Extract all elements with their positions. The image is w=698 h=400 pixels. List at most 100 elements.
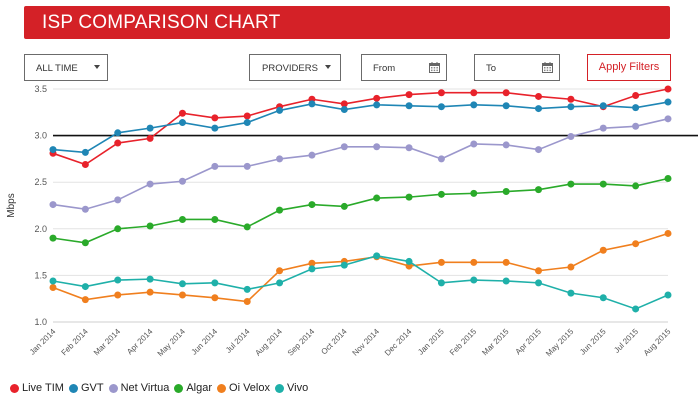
data-point	[308, 100, 316, 108]
data-point	[373, 194, 381, 202]
data-point	[81, 148, 89, 156]
legend-dot-icon	[274, 383, 284, 393]
legend-dot-icon	[68, 383, 78, 393]
data-point	[437, 155, 445, 163]
x-tick-label: Apr 2014	[125, 327, 155, 357]
data-point	[340, 202, 348, 210]
data-point	[502, 277, 510, 285]
data-point	[535, 146, 543, 154]
y-tick-label: 2.0	[34, 224, 47, 234]
y-tick-label: 2.5	[34, 177, 47, 187]
data-point	[81, 239, 89, 247]
apply-filters-button[interactable]: Apply Filters	[587, 54, 671, 81]
data-point	[405, 144, 413, 152]
data-point	[211, 162, 219, 170]
legend-item[interactable]: Live TIM	[10, 382, 64, 394]
data-point	[146, 275, 154, 283]
data-point	[664, 174, 672, 182]
legend-label: GVT	[80, 382, 104, 394]
data-point	[178, 177, 186, 185]
data-point	[243, 285, 251, 293]
data-point	[146, 124, 154, 132]
data-point	[340, 100, 348, 108]
data-point	[178, 280, 186, 288]
data-point	[437, 190, 445, 198]
data-point	[114, 225, 122, 233]
data-point	[599, 102, 607, 110]
data-point	[211, 124, 219, 132]
x-tick-label: Jul 2015	[612, 327, 640, 355]
legend-label: Algar	[186, 382, 213, 394]
x-tick-label: May 2014	[156, 327, 188, 359]
data-point	[502, 188, 510, 196]
data-point	[49, 277, 57, 285]
data-point	[470, 258, 478, 266]
data-point	[243, 297, 251, 305]
data-point	[470, 189, 478, 197]
series-line	[52, 88, 669, 166]
x-tick-label: Feb 2015	[448, 327, 479, 358]
to-date-field[interactable]: To	[474, 54, 560, 81]
data-point	[599, 246, 607, 254]
data-point	[535, 92, 543, 100]
y-axis-label: Mbps	[6, 193, 17, 217]
data-point	[114, 129, 122, 137]
data-point	[49, 234, 57, 242]
chevron-down-icon	[325, 65, 331, 69]
data-point	[437, 103, 445, 111]
data-point	[470, 89, 478, 97]
data-point	[373, 143, 381, 151]
x-tick-label: Apr 2015	[514, 327, 544, 357]
data-point	[211, 215, 219, 223]
data-point	[664, 98, 672, 106]
data-point	[599, 124, 607, 132]
data-point	[146, 180, 154, 188]
from-date-field[interactable]: From	[361, 54, 447, 81]
x-tick-label: Feb 2014	[60, 327, 91, 358]
data-point	[243, 223, 251, 231]
x-tick-label: Aug 2014	[253, 327, 284, 358]
legend-dot-icon	[174, 383, 184, 393]
data-point	[308, 265, 316, 273]
data-point	[405, 102, 413, 110]
data-point	[49, 146, 57, 154]
data-point	[81, 296, 89, 304]
data-point	[502, 141, 510, 149]
legend-item[interactable]: Algar	[174, 382, 212, 394]
data-point	[502, 102, 510, 110]
data-point	[632, 240, 640, 248]
providers-dropdown[interactable]: PROVIDERS	[249, 54, 341, 81]
data-point	[146, 134, 154, 142]
x-tick-label: Jan 2014	[28, 327, 58, 357]
data-point	[81, 205, 89, 213]
legend-item[interactable]: Net Virtua	[108, 382, 169, 394]
data-point	[535, 279, 543, 287]
calendar-icon[interactable]	[429, 62, 440, 73]
data-point	[178, 215, 186, 223]
data-point	[340, 106, 348, 114]
x-tick-label: Sep 2014	[286, 327, 317, 358]
data-point	[664, 85, 672, 93]
data-point	[49, 201, 57, 209]
legend-item[interactable]: Vivo	[274, 382, 309, 394]
data-point	[599, 294, 607, 302]
data-point	[308, 259, 316, 267]
data-point	[146, 288, 154, 296]
series-line	[52, 101, 669, 154]
legend-label: Vivo	[286, 382, 309, 394]
legend-item[interactable]: Oi Velox	[217, 382, 270, 394]
header-banner: ISP COMPARISON CHART	[24, 6, 670, 39]
data-point	[405, 193, 413, 201]
data-point	[664, 291, 672, 299]
data-point	[276, 106, 284, 114]
x-tick-label: Nov 2014	[351, 327, 382, 358]
data-point	[632, 104, 640, 112]
legend-item[interactable]: GVT	[68, 382, 104, 394]
data-point	[114, 196, 122, 204]
data-point	[146, 222, 154, 230]
data-point	[178, 119, 186, 127]
calendar-icon[interactable]	[542, 62, 553, 73]
time-range-dropdown[interactable]: ALL TIME	[24, 54, 108, 81]
data-point	[535, 186, 543, 194]
